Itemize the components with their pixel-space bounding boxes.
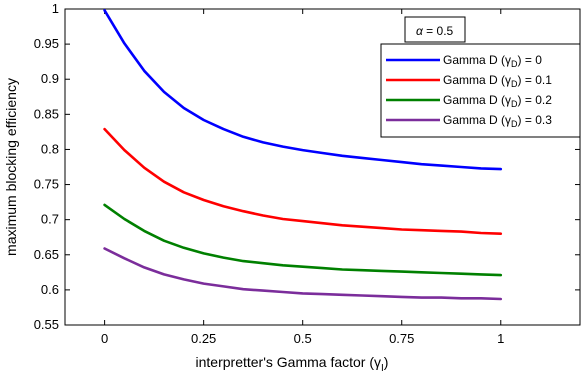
series-line bbox=[103, 203, 503, 277]
legend-entry-sub: D bbox=[511, 79, 518, 89]
axis-ticks: 0 0.25 0.5 0.75 1 0.55 0.6 0.65 0.7 0.75 0.8 0.85 0.… bbox=[34, 1, 580, 346]
y-tick-label: 0.7 bbox=[41, 212, 59, 227]
x-tick-label: 0 bbox=[101, 331, 108, 346]
y-axis-label: maximum blocking efficiency bbox=[3, 78, 19, 256]
legend-entry-sub: D bbox=[511, 99, 518, 109]
legend-entry-sub: D bbox=[511, 119, 518, 129]
x-tick-label: 0.5 bbox=[294, 331, 312, 346]
y-tick-label: 0.55 bbox=[34, 317, 59, 332]
x-axis-label-main: interpretter's Gamma factor (γ bbox=[196, 354, 382, 370]
x-tick-label: 0.25 bbox=[191, 331, 216, 346]
series-line bbox=[103, 247, 503, 301]
y-tick-label: 0.9 bbox=[41, 71, 59, 86]
y-tick-label: 0.75 bbox=[34, 177, 59, 192]
y-tick-label: 0.6 bbox=[41, 282, 59, 297]
series-lines bbox=[103, 9, 503, 301]
legend-entry-sub: D bbox=[511, 59, 518, 69]
y-tick-label: 0.65 bbox=[34, 247, 59, 262]
x-tick-label: 1 bbox=[497, 331, 504, 346]
legend-entry-prefix: Gamma D (γ bbox=[443, 113, 511, 127]
legend-entry-suffix: ) = 0.3 bbox=[518, 113, 553, 127]
series-line bbox=[103, 127, 503, 235]
y-tick-label: 1 bbox=[52, 1, 59, 16]
legend-entry-prefix: Gamma D (γ bbox=[443, 73, 511, 87]
legend-entry: Gamma D (γD) = 0.2 bbox=[443, 93, 552, 109]
legend-entry-suffix: ) = 0.2 bbox=[518, 93, 553, 107]
annotation-symbol: α bbox=[416, 24, 424, 38]
annotation-text: α = 0.5 bbox=[416, 24, 454, 38]
legend-entry-prefix: Gamma D (γ bbox=[443, 53, 511, 67]
y-tick-label: 0.95 bbox=[34, 36, 59, 51]
y-tick-label: 0.8 bbox=[41, 141, 59, 156]
annotation-box bbox=[404, 16, 466, 43]
legend-entry: Gamma D (γD) = 0.1 bbox=[443, 73, 552, 89]
annotation-value: = 0.5 bbox=[423, 24, 454, 38]
legend-entry-suffix: ) = 0 bbox=[518, 53, 543, 67]
x-axis-label-sub: I bbox=[381, 363, 384, 374]
x-axis-label-close: ) bbox=[384, 354, 389, 370]
legend-entry: Gamma D (γD) = 0.3 bbox=[443, 113, 552, 129]
legend-entry: Gamma D (γD) = 0 bbox=[443, 53, 542, 69]
legend-entry-prefix: Gamma D (γ bbox=[443, 93, 511, 107]
legend-entry-suffix: ) = 0.1 bbox=[518, 73, 553, 87]
x-axis-label: interpretter's Gamma factor (γI) bbox=[196, 354, 389, 374]
x-tick-label: 0.75 bbox=[389, 331, 414, 346]
series-line bbox=[103, 9, 503, 171]
y-tick-label: 0.85 bbox=[34, 106, 59, 121]
